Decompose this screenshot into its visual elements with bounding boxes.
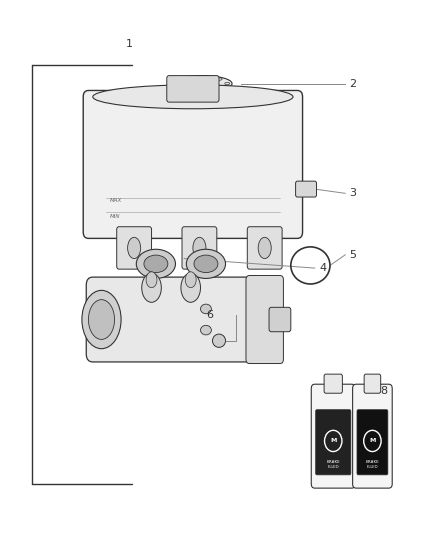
Ellipse shape	[173, 83, 178, 85]
Ellipse shape	[181, 87, 186, 89]
FancyBboxPatch shape	[357, 410, 388, 475]
Text: 6: 6	[206, 310, 213, 320]
Ellipse shape	[225, 83, 230, 85]
FancyBboxPatch shape	[269, 308, 291, 332]
Ellipse shape	[194, 255, 218, 272]
Ellipse shape	[144, 255, 168, 272]
Ellipse shape	[364, 430, 381, 451]
Ellipse shape	[146, 272, 157, 288]
Ellipse shape	[217, 78, 222, 80]
FancyBboxPatch shape	[117, 227, 152, 269]
Text: MIN: MIN	[110, 214, 121, 219]
Ellipse shape	[258, 237, 271, 259]
Ellipse shape	[217, 87, 222, 89]
Text: BRAKE
FLUID: BRAKE FLUID	[326, 461, 340, 469]
Text: M: M	[330, 439, 336, 443]
Ellipse shape	[181, 273, 201, 302]
FancyBboxPatch shape	[83, 91, 303, 238]
FancyBboxPatch shape	[246, 276, 283, 364]
Ellipse shape	[201, 325, 212, 335]
Ellipse shape	[325, 430, 342, 451]
Text: M: M	[369, 439, 376, 443]
Ellipse shape	[199, 89, 204, 91]
FancyBboxPatch shape	[311, 384, 355, 488]
Text: 5: 5	[350, 250, 357, 260]
FancyBboxPatch shape	[247, 227, 282, 269]
Ellipse shape	[193, 237, 206, 259]
Ellipse shape	[93, 85, 293, 109]
Ellipse shape	[199, 76, 204, 78]
Text: 3: 3	[350, 188, 357, 198]
Ellipse shape	[185, 272, 196, 288]
FancyBboxPatch shape	[353, 384, 392, 488]
Text: 1: 1	[126, 39, 133, 49]
FancyBboxPatch shape	[324, 374, 343, 393]
Text: 2: 2	[350, 78, 357, 88]
FancyBboxPatch shape	[316, 410, 351, 475]
FancyBboxPatch shape	[167, 76, 219, 102]
Ellipse shape	[171, 76, 232, 92]
FancyBboxPatch shape	[296, 181, 317, 197]
Ellipse shape	[212, 334, 226, 348]
Ellipse shape	[201, 304, 212, 314]
Ellipse shape	[88, 300, 115, 340]
Ellipse shape	[136, 249, 176, 278]
Ellipse shape	[194, 80, 209, 87]
Text: 8: 8	[380, 386, 387, 396]
FancyBboxPatch shape	[182, 227, 217, 269]
Text: 4: 4	[319, 263, 326, 273]
FancyBboxPatch shape	[86, 277, 282, 362]
FancyBboxPatch shape	[170, 90, 233, 102]
FancyBboxPatch shape	[364, 374, 381, 393]
Ellipse shape	[186, 249, 226, 278]
Ellipse shape	[127, 237, 141, 259]
Ellipse shape	[82, 290, 121, 349]
Text: MAX: MAX	[110, 198, 123, 203]
Text: BRAKE
FLUID: BRAKE FLUID	[366, 461, 379, 469]
Ellipse shape	[181, 78, 186, 80]
Ellipse shape	[142, 273, 161, 302]
